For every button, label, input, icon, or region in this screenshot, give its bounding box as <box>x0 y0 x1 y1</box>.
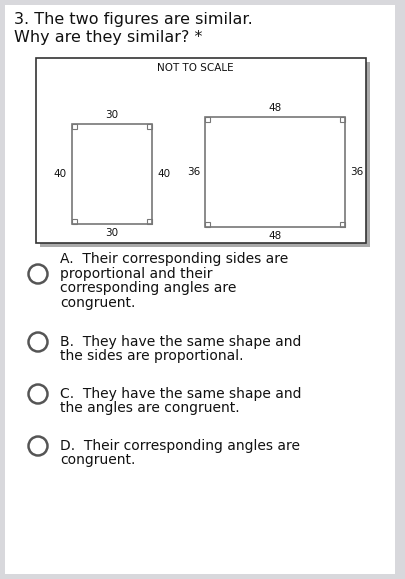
Bar <box>205 117 345 227</box>
Bar <box>205 117 210 122</box>
Text: congruent.: congruent. <box>60 453 135 467</box>
Text: the angles are congruent.: the angles are congruent. <box>60 401 240 415</box>
Text: NOT TO SCALE: NOT TO SCALE <box>157 63 233 73</box>
Bar <box>36 58 366 243</box>
Text: B.  They have the same shape and: B. They have the same shape and <box>60 335 301 349</box>
Text: corresponding angles are: corresponding angles are <box>60 281 237 295</box>
Circle shape <box>28 265 47 284</box>
Text: 40: 40 <box>157 169 170 179</box>
Text: 48: 48 <box>269 231 281 241</box>
Text: D.  Their corresponding angles are: D. Their corresponding angles are <box>60 439 300 453</box>
Text: 30: 30 <box>105 110 119 120</box>
Text: 48: 48 <box>269 103 281 113</box>
Text: 36: 36 <box>350 167 363 177</box>
Circle shape <box>28 332 47 351</box>
Bar <box>205 222 210 227</box>
Bar <box>40 62 370 247</box>
Text: proportional and their: proportional and their <box>60 267 213 281</box>
Bar <box>147 219 152 224</box>
Circle shape <box>28 384 47 404</box>
Bar <box>340 222 345 227</box>
Circle shape <box>28 437 47 456</box>
Text: Why are they similar? *: Why are they similar? * <box>14 30 202 45</box>
Text: 40: 40 <box>54 169 67 179</box>
Bar <box>72 124 152 224</box>
Text: congruent.: congruent. <box>60 296 135 310</box>
Text: the sides are proportional.: the sides are proportional. <box>60 349 243 363</box>
Text: C.  They have the same shape and: C. They have the same shape and <box>60 387 301 401</box>
Text: 3. The two figures are similar.: 3. The two figures are similar. <box>14 12 253 27</box>
Text: A.  Their corresponding sides are: A. Their corresponding sides are <box>60 252 288 266</box>
Bar <box>147 124 152 129</box>
Bar <box>340 117 345 122</box>
Text: 36: 36 <box>187 167 200 177</box>
Bar <box>72 219 77 224</box>
Bar <box>72 124 77 129</box>
Text: 30: 30 <box>105 228 119 238</box>
